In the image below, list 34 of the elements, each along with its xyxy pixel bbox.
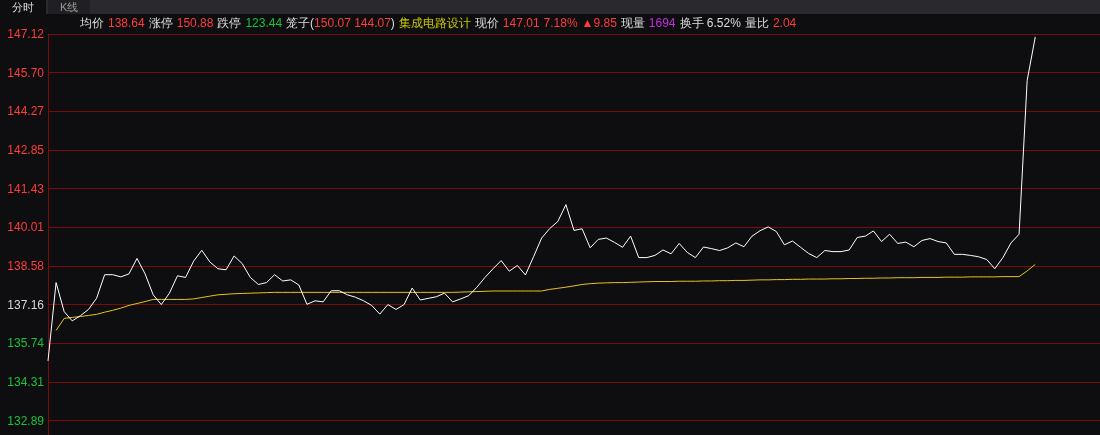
- y-tick-label: 147.12: [7, 27, 45, 41]
- text: 7.18%: [543, 15, 578, 31]
- text: 2.04: [772, 15, 797, 31]
- text: ▲9.85: [581, 15, 617, 31]
- y-tick-label: 138.58: [7, 259, 45, 274]
- y-tick-label: 137.16: [7, 297, 45, 312]
- text: 1694: [648, 15, 676, 31]
- text: 跌停: [217, 15, 242, 31]
- text: 均价: [80, 15, 104, 31]
- text: 分时: [0, 0, 46, 14]
- text: 147.01: [502, 15, 540, 31]
- text: 量比: [744, 15, 769, 31]
- text: K线: [48, 0, 91, 14]
- text: 笼子(: [286, 15, 315, 31]
- y-tick-label: 134.31: [7, 375, 45, 390]
- text: 集成电路设计: [398, 15, 471, 31]
- y-tick-label: 140.01: [7, 220, 45, 235]
- y-tick-label: 144.27: [7, 104, 45, 119]
- line-series: [47, 36, 1036, 362]
- text: 123.44: [245, 15, 283, 31]
- line-series: [55, 263, 1036, 331]
- text: 现量: [620, 15, 645, 31]
- y-tick-label: 142.85: [7, 143, 45, 158]
- text: 138.64: [108, 15, 145, 31]
- y-tick-label: 145.70: [7, 65, 45, 80]
- text: 现价: [474, 15, 499, 31]
- text: 换手 6.52%: [679, 15, 741, 31]
- text: 涨停: [148, 15, 173, 31]
- text: 150.88: [176, 15, 214, 31]
- y-tick-label: 132.89: [7, 413, 45, 428]
- text: 150.07 144.07: [314, 15, 391, 31]
- y-tick-label: 141.43: [7, 181, 45, 196]
- y-tick-label: 135.74: [7, 336, 45, 351]
- text: ): [390, 15, 395, 31]
